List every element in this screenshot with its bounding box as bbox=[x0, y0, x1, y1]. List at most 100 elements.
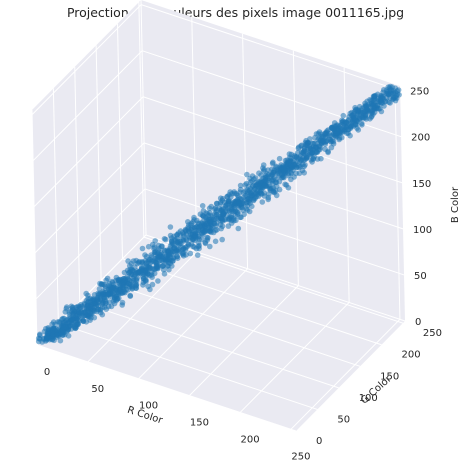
x-tick-label: 50 bbox=[91, 384, 104, 395]
data-point bbox=[207, 243, 213, 250]
data-point bbox=[270, 185, 277, 191]
data-point bbox=[307, 136, 313, 142]
data-point bbox=[224, 194, 231, 200]
data-point bbox=[161, 271, 168, 277]
data-point bbox=[35, 338, 42, 345]
y-tick-label: 200 bbox=[402, 350, 421, 361]
grid-line-y bbox=[58, 322, 318, 410]
data-point bbox=[44, 330, 51, 336]
data-point bbox=[304, 146, 311, 153]
data-point bbox=[145, 243, 152, 250]
data-point bbox=[209, 214, 216, 220]
data-point bbox=[244, 171, 250, 178]
data-point bbox=[175, 240, 182, 247]
data-point bbox=[69, 305, 76, 311]
data-point bbox=[388, 87, 395, 94]
grid-line-z bbox=[32, 50, 143, 162]
grid-line-y bbox=[95, 45, 102, 281]
data-point bbox=[105, 292, 112, 298]
data-point bbox=[207, 225, 213, 232]
data-point bbox=[114, 296, 121, 302]
data-point bbox=[80, 318, 87, 325]
x-tick-label: 0 bbox=[44, 367, 50, 378]
data-point bbox=[126, 280, 132, 287]
data-point bbox=[91, 314, 98, 321]
data-point bbox=[217, 201, 224, 207]
data-point bbox=[139, 245, 146, 252]
data-point bbox=[236, 200, 242, 206]
data-point bbox=[65, 333, 72, 339]
data-point bbox=[228, 213, 235, 219]
grid-line-x bbox=[191, 16, 198, 252]
data-point bbox=[259, 199, 266, 205]
x-tick-label: 250 bbox=[291, 451, 310, 462]
grid-line-y bbox=[79, 301, 339, 389]
data-point bbox=[286, 151, 293, 157]
grid-line-z bbox=[33, 96, 144, 208]
data-point bbox=[52, 326, 59, 332]
data-point bbox=[207, 219, 214, 226]
data-point bbox=[288, 176, 294, 183]
data-point bbox=[194, 252, 201, 258]
z-axis-label: B Color bbox=[450, 186, 461, 223]
data-point bbox=[167, 224, 174, 230]
data-point bbox=[100, 288, 106, 295]
data-point bbox=[187, 250, 194, 257]
data-point bbox=[124, 274, 130, 280]
grid-line-z bbox=[144, 188, 405, 276]
data-point bbox=[356, 103, 363, 110]
grid-line-y bbox=[52, 88, 59, 324]
data-point bbox=[60, 322, 66, 328]
data-point bbox=[240, 207, 246, 213]
data-point bbox=[329, 138, 336, 144]
data-point bbox=[249, 192, 255, 199]
data-point bbox=[199, 212, 206, 219]
x-tick-label: 200 bbox=[241, 435, 260, 446]
z-tick-label: 100 bbox=[413, 225, 432, 236]
data-point bbox=[212, 238, 219, 245]
data-point bbox=[244, 196, 251, 202]
data-point bbox=[340, 112, 347, 119]
data-point bbox=[237, 186, 244, 193]
data-point bbox=[128, 260, 135, 267]
data-point bbox=[276, 155, 283, 162]
data-point bbox=[154, 255, 160, 261]
data-point bbox=[355, 127, 362, 133]
data-point bbox=[167, 260, 173, 267]
data-point bbox=[143, 253, 150, 260]
data-point bbox=[313, 144, 319, 151]
data-point bbox=[231, 205, 238, 212]
data-point bbox=[328, 133, 335, 139]
y-tick-label: 150 bbox=[380, 371, 399, 382]
data-point bbox=[233, 191, 240, 197]
data-point bbox=[262, 177, 269, 183]
data-point bbox=[235, 225, 242, 232]
data-point bbox=[134, 268, 140, 274]
data-point bbox=[251, 196, 257, 203]
data-point bbox=[151, 244, 158, 250]
data-point bbox=[318, 155, 324, 162]
data-point bbox=[225, 198, 232, 204]
data-point bbox=[57, 337, 64, 344]
data-point bbox=[143, 278, 149, 285]
grid-line-y bbox=[138, 2, 145, 238]
y-tick-label: 250 bbox=[423, 328, 442, 339]
data-point bbox=[390, 96, 396, 102]
grid-line-y bbox=[100, 279, 361, 367]
data-point bbox=[342, 123, 349, 130]
grid-line-z bbox=[35, 188, 146, 300]
data-point bbox=[109, 279, 116, 286]
data-point bbox=[235, 210, 241, 216]
data-point bbox=[261, 193, 268, 199]
data-point bbox=[255, 183, 262, 190]
grid-line-z bbox=[31, 4, 142, 115]
data-point bbox=[152, 238, 158, 244]
grid-line-x bbox=[138, 268, 248, 380]
data-point bbox=[218, 225, 224, 232]
data-point bbox=[364, 106, 370, 112]
data-point bbox=[83, 290, 89, 297]
data-point bbox=[293, 154, 300, 160]
data-point bbox=[317, 144, 324, 151]
data-point bbox=[273, 192, 280, 199]
